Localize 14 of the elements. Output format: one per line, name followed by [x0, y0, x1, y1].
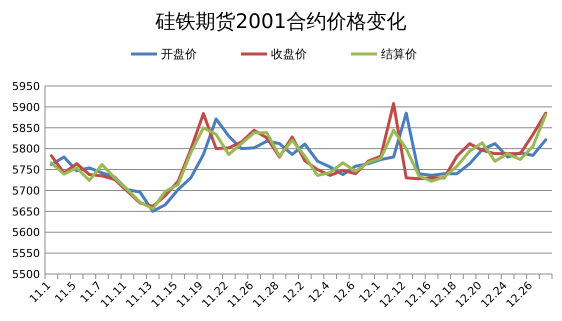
y-tick-label: 5550	[12, 247, 40, 260]
y-tick-label: 5800	[12, 142, 40, 156]
legend-label: 开盘价	[161, 47, 197, 61]
chart-title: 硅铁期货2001合约价格变化	[154, 9, 406, 33]
y-tick-label: 5900	[12, 100, 40, 114]
legend-label: 收盘价	[271, 47, 307, 61]
y-tick-label: 5750	[12, 164, 40, 177]
y-tick-label: 5600	[12, 226, 40, 240]
y-tick-label: 5500	[12, 268, 40, 281]
y-tick-label: 5850	[12, 122, 40, 135]
y-tick-label: 5950	[12, 80, 40, 93]
y-tick-label: 5700	[12, 184, 40, 198]
legend-label: 结算价	[381, 47, 417, 61]
y-tick-label: 5650	[12, 205, 40, 218]
